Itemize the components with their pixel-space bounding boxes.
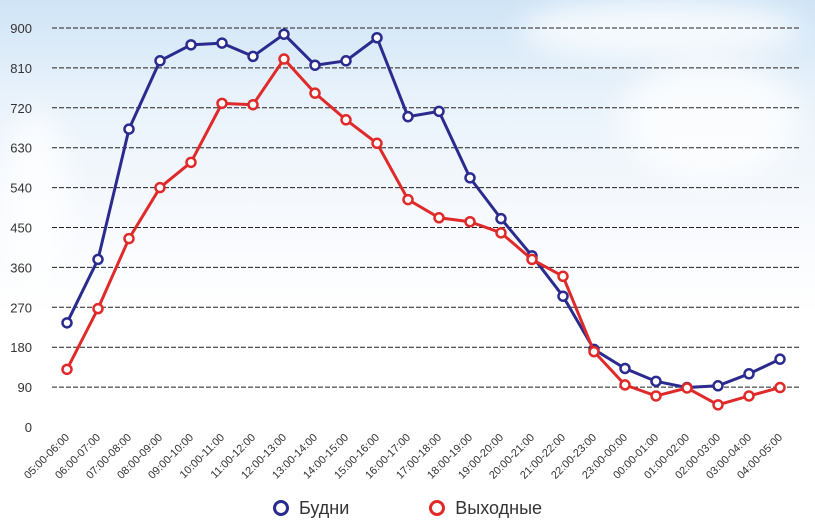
data-point-0[interactable] [557, 290, 569, 302]
series-line-0 [65, 32, 781, 390]
data-point-1[interactable] [340, 114, 352, 126]
data-point-1[interactable] [309, 87, 321, 99]
data-point-1[interactable] [61, 363, 73, 376]
data-point-0[interactable] [278, 28, 290, 40]
data-point-1[interactable] [123, 232, 135, 245]
data-point-1[interactable] [216, 97, 228, 110]
legend-label-weekends: Выходные [455, 497, 543, 518]
legend-item-weekends[interactable]: Выходные [429, 498, 542, 519]
y-tick-label: 180 [10, 340, 32, 355]
data-point-0[interactable] [216, 37, 228, 49]
grid-lines [52, 27, 800, 388]
data-point-0[interactable] [123, 123, 135, 135]
data-point-0[interactable] [340, 55, 352, 67]
data-point-1[interactable] [402, 193, 414, 206]
data-point-0[interactable] [495, 212, 507, 225]
data-point-0[interactable] [154, 55, 166, 67]
data-point-0[interactable] [185, 39, 197, 51]
data-point-1[interactable] [557, 270, 569, 283]
data-point-1[interactable] [588, 345, 600, 358]
legend-label-weekdays: Будни [298, 497, 350, 518]
data-point-1[interactable] [712, 399, 724, 411]
data-point-0[interactable] [309, 59, 321, 71]
data-point-0[interactable] [650, 375, 662, 388]
data-point-0[interactable] [247, 50, 259, 63]
data-point-0[interactable] [774, 353, 786, 365]
y-tick-label: 810 [10, 61, 32, 76]
y-tick-label: 450 [10, 221, 32, 236]
data-point-1[interactable] [154, 181, 166, 194]
y-tick-label: 360 [10, 260, 32, 275]
y-tick-label: 630 [10, 141, 32, 156]
data-point-1[interactable] [92, 302, 104, 315]
data-point-1[interactable] [743, 390, 755, 402]
data-point-0[interactable] [619, 362, 631, 375]
data-point-1[interactable] [619, 379, 631, 391]
data-point-1[interactable] [495, 227, 507, 239]
data-point-1[interactable] [774, 381, 786, 394]
data-point-1[interactable] [650, 390, 662, 402]
y-axis-ticks: 0 90 180 270 360 450 540 630 720 810 900 [10, 21, 32, 435]
y-tick-label: 720 [10, 101, 32, 116]
legend: Будни Выходные [0, 496, 815, 520]
y-tick-label: 900 [10, 21, 32, 36]
data-point-0[interactable] [743, 368, 755, 380]
series-lines [61, 28, 786, 411]
data-point-1[interactable] [433, 211, 445, 224]
y-tick-label: 540 [10, 181, 32, 196]
y-tick-label: 90 [18, 380, 32, 395]
y-tick-label: 0 [25, 420, 32, 435]
cloud-decoration [0, 110, 70, 290]
data-point-1[interactable] [247, 98, 259, 111]
data-point-0[interactable] [402, 110, 414, 123]
data-point-0[interactable] [61, 317, 73, 329]
legend-marker-weekends [429, 500, 446, 516]
data-point-1[interactable] [681, 382, 693, 394]
data-point-1[interactable] [278, 53, 290, 65]
data-point-1[interactable] [526, 253, 538, 266]
data-point-0[interactable] [712, 380, 724, 392]
data-point-0[interactable] [433, 105, 445, 118]
data-point-1[interactable] [185, 156, 197, 169]
legend-marker-weekdays [272, 500, 289, 516]
data-point-0[interactable] [464, 172, 476, 184]
series-line-1 [65, 57, 781, 407]
cloud-decoration [620, 60, 800, 180]
data-point-0[interactable] [92, 253, 104, 266]
legend-item-weekdays[interactable]: Будни [272, 497, 350, 519]
data-point-0[interactable] [371, 32, 383, 44]
data-point-1[interactable] [371, 137, 383, 150]
cloud-decoration [520, 0, 800, 60]
x-axis-ticks: 05:00-06:0006:00-07:0007:00-08:0008:00-0… [22, 432, 785, 482]
data-point-1[interactable] [464, 215, 476, 228]
y-tick-label: 270 [10, 300, 32, 315]
